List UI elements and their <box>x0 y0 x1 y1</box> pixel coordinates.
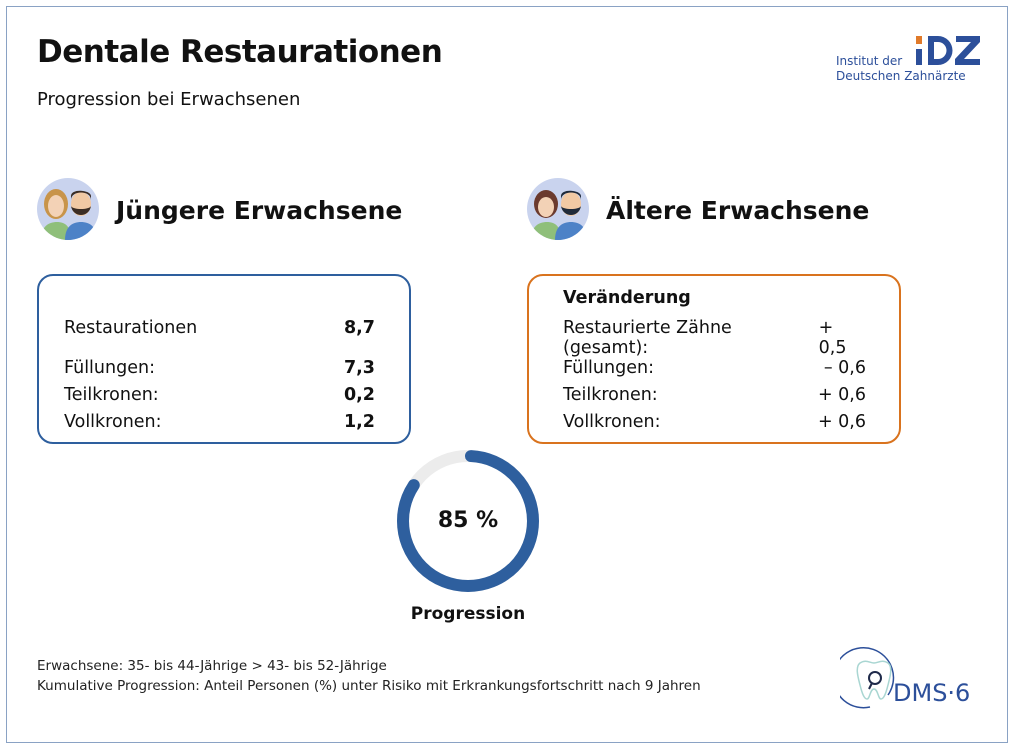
row-label: Füllungen: <box>64 358 155 378</box>
young-row: Restaurationen 8,7 <box>64 318 375 338</box>
row-value: 7,3 <box>343 358 375 378</box>
older-adults-avatar-icon <box>527 178 589 240</box>
row-label: Vollkronen: <box>64 412 162 432</box>
row-value: – 0,6 <box>823 358 866 378</box>
old-heading: Veränderung <box>563 288 691 308</box>
footnote-2: Kumulative Progression: Anteil Personen … <box>37 678 701 694</box>
row-label: Restaurierte Zähne (gesamt): <box>563 318 732 358</box>
dms6-logo-text: DMS·6 <box>893 679 971 707</box>
idz-logo-text: Institut der Deutschen Zahnärzte <box>836 54 966 84</box>
idz-line1: Institut der <box>836 54 903 68</box>
row-value: 1,2 <box>343 412 375 432</box>
row-label: Vollkronen: <box>563 412 661 432</box>
progress-ring <box>397 450 539 592</box>
row-value: + 0,6 <box>817 385 866 405</box>
row-value: + 0,6 <box>817 412 866 432</box>
dms6-logo-icon <box>840 647 895 709</box>
page-subtitle: Progression bei Erwachsenen <box>37 89 301 110</box>
row-label: Teilkronen: <box>64 385 159 405</box>
progress-value: 85 % <box>437 508 499 533</box>
young-row: Vollkronen: 1,2 <box>64 412 375 432</box>
row-label: Restaurationen <box>64 318 198 338</box>
row-value: 8,7 <box>343 318 375 338</box>
idz-mark-icon <box>916 36 980 65</box>
young-row: Teilkronen: 0,2 <box>64 385 375 405</box>
old-row: Vollkronen: + 0,6 <box>563 412 866 432</box>
row-value: 0,2 <box>343 385 375 405</box>
young-adults-avatar-icon <box>37 178 99 240</box>
old-row: Restaurierte Zähne (gesamt): + 0,5 <box>563 318 866 358</box>
row-label: Teilkronen: <box>563 385 658 405</box>
old-title: Ältere Erwachsene <box>606 196 870 225</box>
old-row: Füllungen: – 0,6 <box>563 358 866 378</box>
young-row: Füllungen: 7,3 <box>64 358 375 378</box>
young-box: Restaurationen 8,7 Füllungen: 7,3 Teilkron… <box>37 274 411 444</box>
idz-line2: Deutschen Zahnärzte <box>836 69 966 83</box>
footnote-1: Erwachsene: 35- bis 44-Jährige > 43- bis… <box>37 658 387 674</box>
page-title: Dentale Restaurationen <box>37 34 443 70</box>
frame <box>6 6 1008 743</box>
old-row: Teilkronen: + 0,6 <box>563 385 866 405</box>
old-box: Veränderung Restaurierte Zähne (gesamt):… <box>527 274 901 444</box>
row-label: Füllungen: <box>563 358 654 378</box>
idz-logo: Institut der Deutschen Zahnärzte <box>836 32 986 87</box>
progress-ring-fill <box>397 450 539 592</box>
progress-label: Progression <box>410 604 526 624</box>
young-title: Jüngere Erwachsene <box>116 196 403 225</box>
row-value: + 0,5 <box>818 318 847 358</box>
